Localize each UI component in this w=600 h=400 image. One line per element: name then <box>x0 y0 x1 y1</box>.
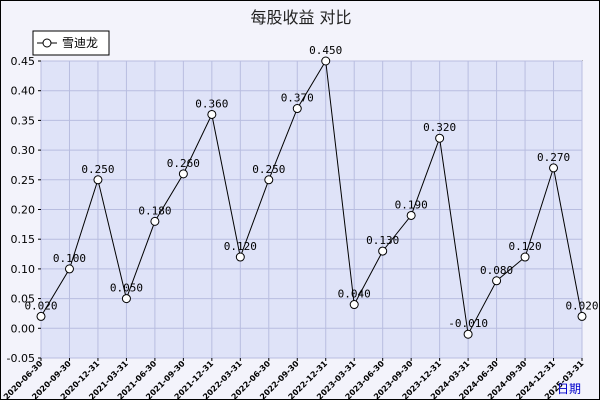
y-tick-label: 0.05 <box>11 293 36 306</box>
y-tick-label: 0.45 <box>11 55 36 68</box>
data-label: 0.130 <box>366 234 399 247</box>
legend: 雪迪龙 <box>32 30 110 56</box>
data-point <box>178 169 188 179</box>
data-label: 0.370 <box>281 92 314 105</box>
y-tick-label: 0.40 <box>11 85 36 98</box>
legend-marker-icon <box>42 38 52 48</box>
data-point <box>321 56 331 66</box>
y-tick-label: 0.10 <box>11 263 36 276</box>
data-point <box>549 163 559 173</box>
data-point <box>435 133 445 143</box>
y-tick-label: -0.05 <box>7 352 35 365</box>
data-point <box>64 264 74 274</box>
data-point <box>36 311 46 321</box>
data-label: 0.120 <box>508 240 541 253</box>
y-tick-label: 0.30 <box>11 144 36 157</box>
data-point <box>235 252 245 262</box>
y-tick-label: 0.15 <box>11 233 36 246</box>
data-label: 0.320 <box>423 121 456 134</box>
data-point <box>292 104 302 114</box>
data-label: 0.190 <box>395 198 428 211</box>
data-point <box>463 329 473 339</box>
data-label: 0.250 <box>252 163 285 176</box>
chart-title: 每股收益 对比 <box>250 8 351 27</box>
series-line <box>40 59 583 336</box>
y-tick-label: 0.20 <box>11 204 36 217</box>
data-label: 0.180 <box>138 204 171 217</box>
data-label: 0.260 <box>167 157 200 170</box>
data-point <box>378 246 388 256</box>
legend-series-name: 雪迪龙 <box>62 36 98 50</box>
data-label: 0.450 <box>309 44 342 57</box>
legend-box <box>32 30 110 56</box>
data-label: -0.010 <box>448 317 488 330</box>
data-point <box>93 175 103 185</box>
y-tick-label: 0.35 <box>11 114 36 127</box>
data-point <box>406 210 416 220</box>
data-point <box>150 216 160 226</box>
data-label: 0.020 <box>565 299 598 312</box>
data-label: 0.040 <box>338 288 371 301</box>
series-group: 0.020 0.100 0.250 0.050 0.180 0.260 0.360 0.120… <box>24 44 599 339</box>
data-label: 0.100 <box>53 252 86 265</box>
data-point <box>121 294 131 304</box>
data-label: 0.250 <box>81 163 114 176</box>
data-point <box>207 109 217 119</box>
data-label: 0.120 <box>224 240 257 253</box>
y-axis: 0.45 0.40 0.35 0.30 0.25 0.20 0.15 0.10 0.05 0.00… <box>7 55 41 365</box>
data-point <box>349 300 359 310</box>
data-label: 0.050 <box>110 282 143 295</box>
x-axis: 2020-06-302020-09-302020-12-312021-03-31… <box>2 358 586 399</box>
data-label: 0.020 <box>24 299 57 312</box>
y-tick-label: 0.25 <box>11 174 36 187</box>
x-axis-label: 日期 <box>557 382 581 396</box>
data-label: 0.080 <box>480 264 513 277</box>
data-label: 0.360 <box>195 97 228 110</box>
y-tick-label: 0.00 <box>11 322 36 335</box>
data-point <box>492 276 502 286</box>
data-point <box>577 311 587 321</box>
data-label: 0.270 <box>537 151 570 164</box>
data-point <box>520 252 530 262</box>
data-point <box>264 175 274 185</box>
